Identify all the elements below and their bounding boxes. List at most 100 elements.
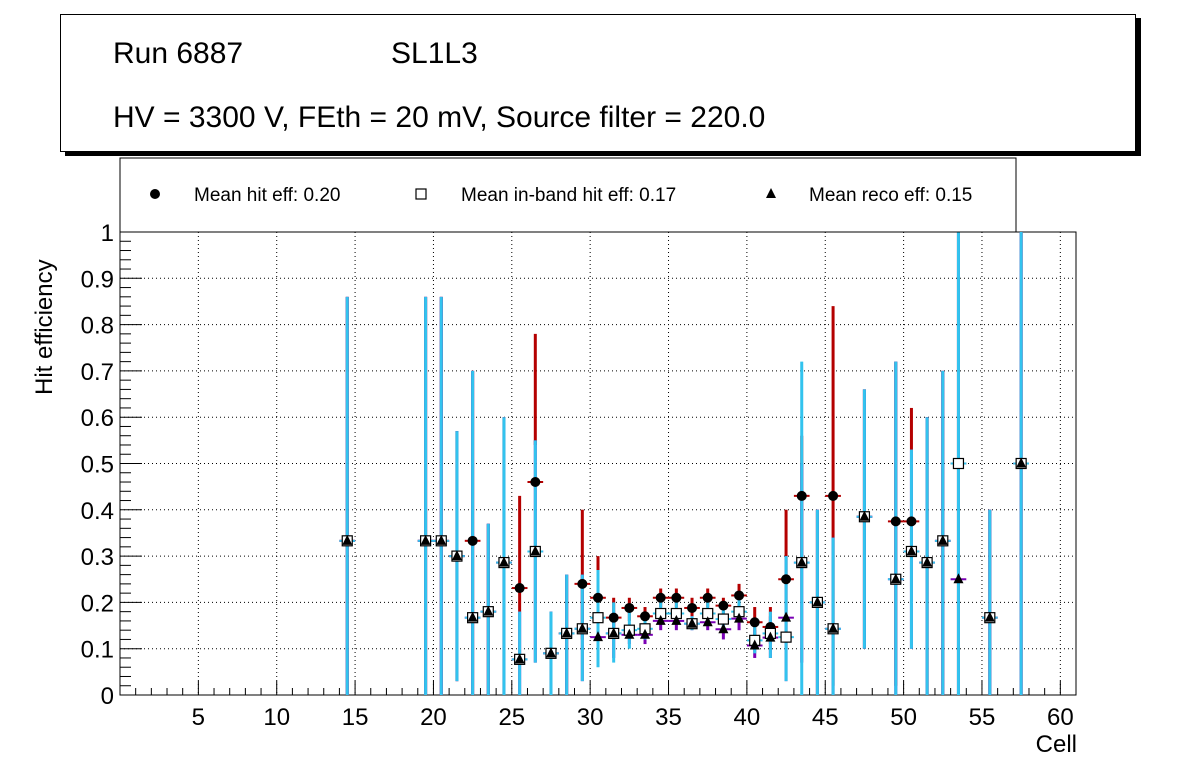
legend-label: Mean in-band hit eff: 0.17 bbox=[461, 185, 676, 206]
x-tick-label: 20 bbox=[420, 704, 447, 731]
axes: 5 10 15 20 25 30 35 40 45 50 55 60 0 0.1 0.2 0.3 0.4 0.5 0… bbox=[81, 220, 1077, 731]
y-tick-label: 1 bbox=[101, 220, 114, 247]
triangle-marker bbox=[593, 631, 603, 642]
legend-label: Mean hit eff: 0.20 bbox=[194, 185, 340, 206]
circle-marker bbox=[640, 611, 651, 622]
x-tick-label: 25 bbox=[498, 704, 525, 731]
triangle-marker bbox=[1016, 457, 1027, 468]
y-tick-label: 0.1 bbox=[81, 637, 114, 664]
circle-marker bbox=[906, 516, 917, 527]
triangle-marker bbox=[514, 653, 525, 664]
run-label: Run 6887 bbox=[113, 37, 244, 70]
conditions-label: HV = 3300 V, FEth = 20 mV, Source filter… bbox=[113, 101, 766, 134]
y-tick-label: 0.5 bbox=[81, 452, 114, 479]
triangle-marker bbox=[781, 611, 792, 622]
triangle-marker bbox=[561, 627, 572, 638]
triangle-marker bbox=[687, 617, 698, 628]
x-tick-label: 10 bbox=[263, 704, 290, 731]
triangle-marker bbox=[342, 534, 353, 545]
x-tick-label: 55 bbox=[969, 704, 996, 731]
y-tick-label: 0 bbox=[101, 683, 114, 710]
triangle-marker bbox=[718, 623, 729, 634]
triangle-marker bbox=[545, 647, 556, 658]
y-axis-label: Hit efficiency bbox=[31, 259, 58, 395]
triangle-marker bbox=[702, 616, 713, 627]
x-tick-label: 35 bbox=[655, 704, 682, 731]
triangle-marker bbox=[483, 605, 494, 616]
circle-marker bbox=[828, 490, 839, 501]
circle-marker bbox=[514, 583, 525, 594]
circle-marker bbox=[530, 477, 541, 488]
y-tick-label: 0.4 bbox=[81, 498, 114, 525]
circle-marker bbox=[687, 602, 698, 613]
triangle-marker bbox=[734, 612, 745, 623]
circle-marker bbox=[781, 574, 792, 585]
x-tick-label: 5 bbox=[192, 704, 205, 731]
y-tick-label: 0.6 bbox=[81, 405, 114, 432]
y-tick-label: 0.2 bbox=[81, 590, 114, 617]
triangle-marker bbox=[671, 614, 682, 625]
triangle-marker bbox=[420, 534, 431, 545]
triangle-marker bbox=[467, 611, 478, 622]
open-square-marker bbox=[952, 457, 965, 470]
triangle-marker bbox=[577, 622, 588, 633]
x-axis-label: Cell bbox=[1036, 731, 1077, 758]
legend-label: Mean reco eff: 0.15 bbox=[809, 185, 972, 206]
markers bbox=[341, 457, 1027, 665]
triangle-marker bbox=[498, 556, 509, 567]
x-tick-label: 30 bbox=[577, 704, 604, 731]
triangle-marker bbox=[890, 573, 901, 584]
triangle-marker bbox=[796, 556, 807, 567]
triangle-marker bbox=[530, 545, 541, 556]
x-tick-label: 40 bbox=[734, 704, 761, 731]
y-tick-label: 0.8 bbox=[81, 313, 114, 340]
x-tick-label: 15 bbox=[342, 704, 369, 731]
circle-marker bbox=[593, 592, 603, 603]
x-tick-label: 60 bbox=[1047, 704, 1074, 731]
triangle-marker bbox=[922, 556, 933, 567]
circle-marker bbox=[702, 592, 713, 603]
x-tick-label: 50 bbox=[890, 704, 917, 731]
legend: Mean hit eff: 0.20 Mean in-band hit eff: … bbox=[119, 157, 1017, 233]
triangle-marker bbox=[436, 534, 447, 545]
circle-marker bbox=[467, 535, 478, 546]
circle-marker bbox=[608, 612, 619, 623]
legend-circle-marker bbox=[150, 189, 160, 199]
triangle-marker bbox=[953, 573, 964, 584]
triangle-marker bbox=[859, 510, 870, 521]
y-tick-label: 0.3 bbox=[81, 544, 114, 571]
triangle-marker bbox=[828, 622, 839, 633]
open-square-marker bbox=[780, 631, 792, 643]
x-tick-label: 45 bbox=[812, 704, 839, 731]
triangle-marker bbox=[624, 628, 635, 639]
triangle-marker bbox=[640, 628, 651, 639]
circle-marker bbox=[796, 490, 807, 501]
triangle-marker bbox=[937, 534, 948, 545]
circle-marker bbox=[624, 602, 635, 613]
circle-marker bbox=[734, 590, 745, 601]
triangle-marker bbox=[765, 631, 776, 642]
circle-marker bbox=[577, 578, 588, 589]
open-square-marker bbox=[717, 613, 729, 625]
circle-marker bbox=[718, 600, 729, 611]
triangle-marker bbox=[906, 545, 917, 556]
triangle-marker bbox=[608, 627, 619, 638]
circle-marker bbox=[749, 617, 760, 628]
legend-triangle-marker bbox=[766, 188, 776, 198]
triangle-marker bbox=[984, 611, 995, 622]
circle-marker bbox=[890, 516, 901, 527]
circle-marker bbox=[655, 592, 666, 603]
open-square-marker bbox=[592, 612, 604, 624]
y-tick-label: 0.9 bbox=[81, 266, 114, 293]
triangle-marker bbox=[655, 614, 666, 625]
title-box: Run 6887 SL1L3 HV = 3300 V, FEth = 20 mV… bbox=[60, 14, 1136, 152]
triangle-marker bbox=[749, 639, 760, 650]
legend-open-square-marker bbox=[415, 188, 427, 200]
y-tick-label: 0.7 bbox=[81, 359, 114, 386]
circle-marker bbox=[671, 592, 682, 603]
legend-box bbox=[119, 157, 1017, 233]
superlayer-label: SL1L3 bbox=[391, 37, 478, 70]
triangle-marker bbox=[812, 596, 823, 607]
triangle-marker bbox=[451, 550, 462, 561]
